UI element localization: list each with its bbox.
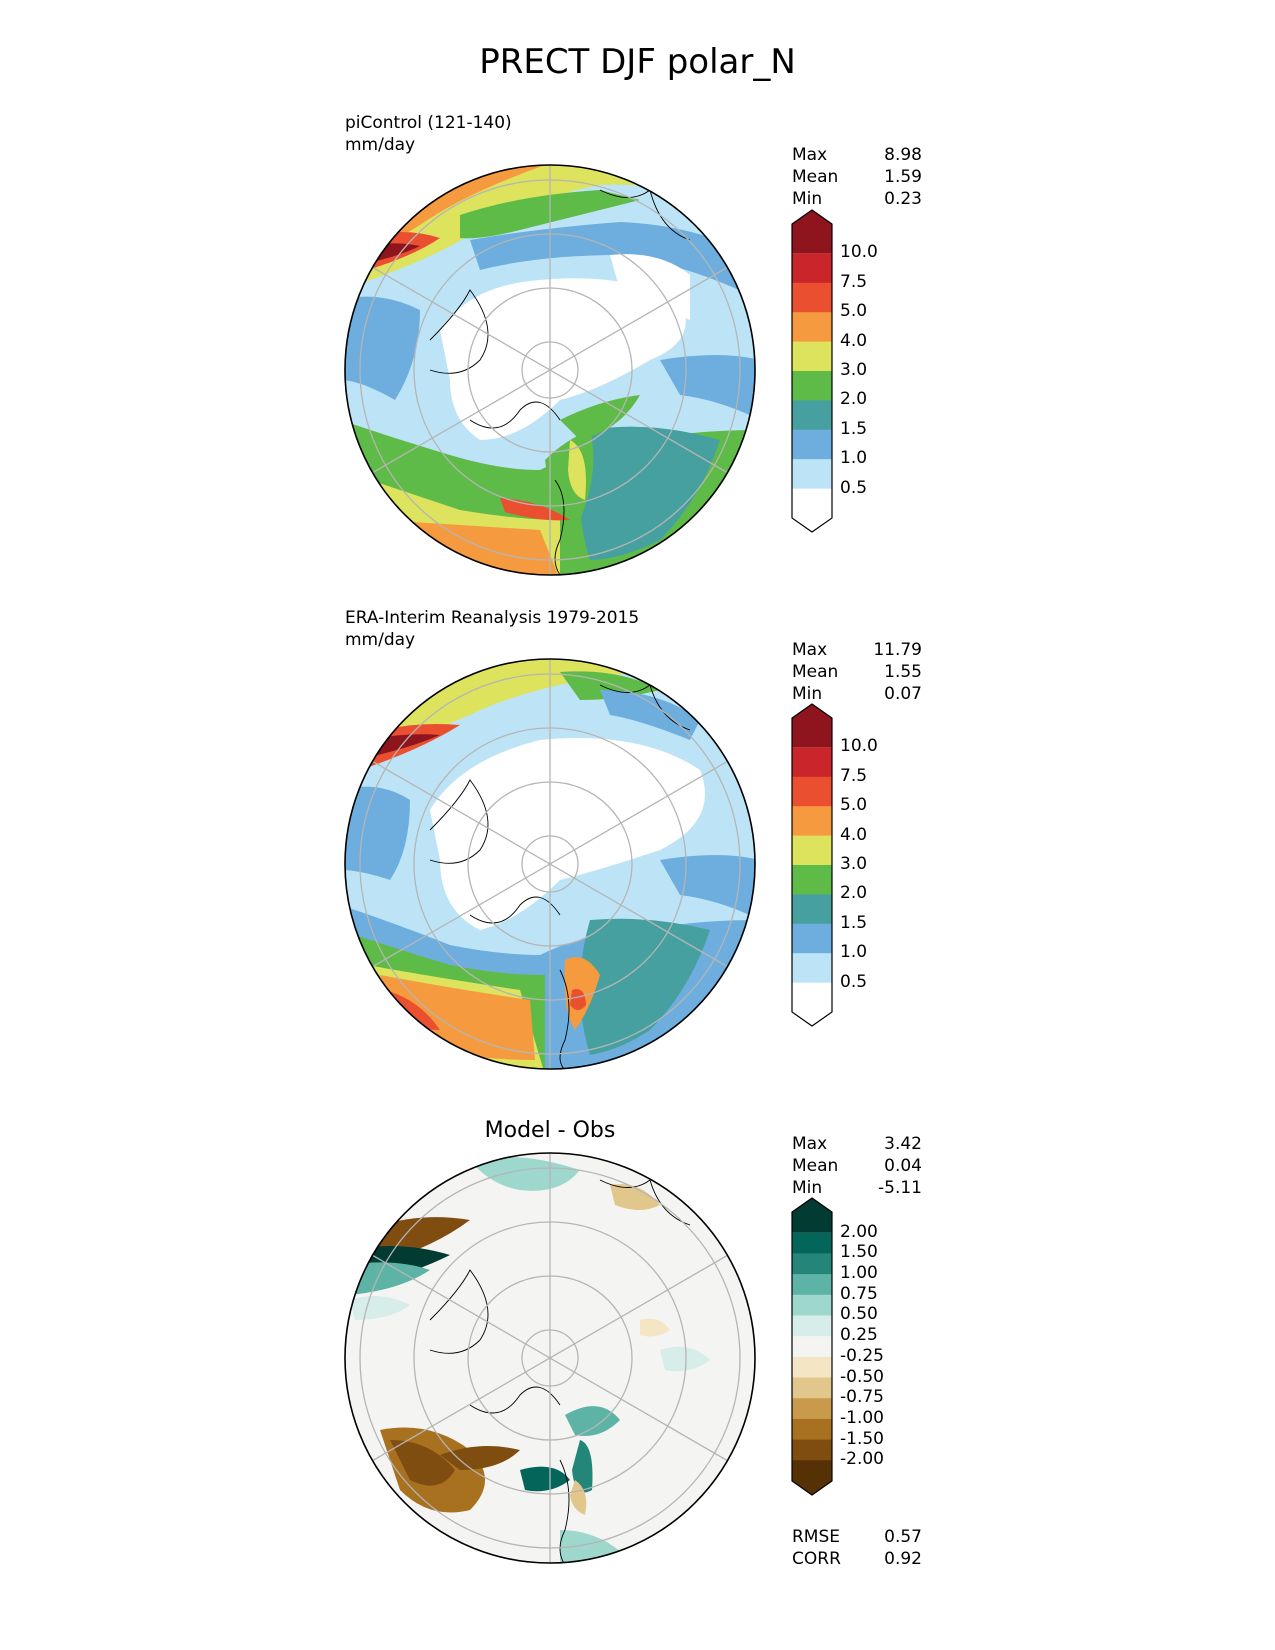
colorbar3-tick-label: -0.25	[840, 1345, 884, 1366]
colorbar3-tick-label: 0.25	[840, 1325, 878, 1346]
colorbar1-segment	[792, 312, 832, 343]
colorbar2-tick-label: 0.5	[840, 971, 868, 992]
panel2-min: 0.07	[884, 684, 922, 704]
colorbar3-tick-label: 1.50	[840, 1242, 878, 1263]
colorbar3-segment	[792, 1198, 832, 1233]
colorbar2-outline	[791, 703, 833, 1027]
colorbar3-tick-label: -1.50	[840, 1428, 884, 1449]
colorbar3-segment	[792, 1418, 832, 1441]
colorbar2-segment	[792, 923, 832, 954]
colorbar3-segment	[792, 1315, 832, 1337]
colorbar1-outline	[791, 209, 833, 533]
colorbar3-tick-label: 0.50	[840, 1304, 878, 1325]
colorbar1-segment	[792, 371, 832, 401]
map-picontrol-boundary	[344, 164, 756, 576]
rmse-value: 0.57	[884, 1527, 922, 1547]
colorbar3-tick-label: -0.50	[840, 1366, 884, 1387]
colorbar1-tick-label: 5.0	[840, 301, 868, 322]
colorbar3-segment	[792, 1232, 832, 1254]
panel3-metrics: RMSE 0.57 CORR 0.92	[792, 1527, 922, 1569]
colorbar3-tick-label: -2.00	[840, 1449, 884, 1470]
colorbar1-segment	[792, 429, 832, 460]
panel2-stats: Max 11.79 Mean 1.55 Min 0.07	[792, 640, 922, 704]
panel1-mean: 1.59	[884, 167, 922, 187]
panel2-max: 11.79	[873, 640, 922, 660]
colorbar2-tick-label: 1.5	[840, 912, 868, 933]
panel1-units: mm/day	[345, 135, 416, 155]
colorbar3-segment	[792, 1377, 832, 1399]
panel1-title: piControl (121-140) mm/day	[345, 112, 512, 156]
panel3-stats: Max 3.42 Mean 0.04 Min -5.11	[792, 1134, 922, 1198]
colorbar2-segment	[792, 894, 832, 925]
colorbar3-tick-label: 0.75	[840, 1283, 878, 1304]
colorbar3-segment	[792, 1460, 832, 1495]
colorbar1-tick-label: 10.0	[840, 242, 878, 263]
panel1-min: 0.23	[884, 189, 922, 209]
panel1-max: 8.98	[884, 145, 922, 165]
colorbar1-segment	[792, 341, 832, 372]
colorbar2-tick-label: 1.0	[840, 942, 868, 963]
panel2-label: ERA-Interim Reanalysis 1979-2015	[345, 608, 640, 628]
colorbar2-tick-label: 3.0	[840, 854, 868, 874]
colorbar3-segment	[792, 1356, 832, 1379]
colorbar2-segment	[792, 835, 832, 866]
panel3-min: -5.11	[878, 1178, 922, 1198]
panel2-title: ERA-Interim Reanalysis 1979-2015 mm/day	[345, 607, 639, 651]
panel3-max: 3.42	[884, 1134, 922, 1154]
colorbar3-tick-label: 2.00	[840, 1221, 878, 1242]
colorbar1-tick-label: 0.5	[840, 477, 868, 498]
colorbar2-segment	[792, 953, 832, 984]
colorbar2-segment	[792, 704, 832, 748]
colorbar2-tick-label: 5.0	[840, 795, 868, 816]
colorbar3-outline	[791, 1197, 833, 1496]
colorbar1-tick-label: 2.0	[840, 389, 868, 410]
colorbar2-segment	[792, 806, 832, 837]
colorbars	[791, 209, 833, 1496]
map-picontrol-grid	[359, 165, 741, 575]
colorbar1-tick-label: 1.5	[840, 418, 868, 439]
diff-panel-title: Model - Obs	[484, 1118, 616, 1143]
colorbar3-segment	[792, 1274, 832, 1296]
colorbar2-tick-label: 10.0	[840, 736, 878, 757]
colorbar1-tick-label: 1.0	[840, 448, 868, 469]
panel1-stats: Max 8.98 Mean 1.59 Min 0.23	[792, 145, 922, 209]
colorbar2-tick-label: 7.5	[840, 765, 868, 786]
colorbar3-segment	[792, 1336, 832, 1358]
panel2-mean: 1.55	[884, 662, 922, 682]
colorbar2-tick-label: 2.0	[840, 883, 868, 904]
colorbar1-segment	[792, 459, 832, 490]
colorbar1-tick-label: 3.0	[840, 360, 868, 380]
colorbar3-tick-label: -1.00	[840, 1407, 884, 1428]
map-era-interim-grid	[359, 659, 741, 1069]
colorbar1-segment	[792, 400, 832, 431]
colorbar3-segment	[792, 1294, 832, 1316]
figure-title: PRECT DJF polar_N	[479, 42, 796, 82]
colorbar1-tick-label: 4.0	[840, 330, 868, 351]
colorbar3-segment	[792, 1439, 832, 1461]
colorbar1-tick-label: 7.5	[840, 271, 868, 292]
corr-value: 0.92	[884, 1549, 922, 1569]
colorbar1-segment	[792, 253, 832, 284]
colorbar2-segment	[792, 776, 832, 807]
panel3-mean: 0.04	[884, 1156, 922, 1176]
panel2-units: mm/day	[345, 630, 416, 650]
colorbar1-segment	[792, 210, 832, 254]
colorbar3-segment	[792, 1253, 832, 1275]
map-era-interim-boundary	[344, 658, 756, 1070]
map-model-minus-obs-boundary	[344, 1152, 756, 1564]
colorbar2-segment	[792, 865, 832, 895]
colorbar3-segment	[792, 1398, 832, 1420]
colorbar3-tick-label: 1.00	[840, 1263, 878, 1284]
colorbar2-segment	[792, 982, 832, 1026]
colorbar3-tick-label: -0.75	[840, 1387, 884, 1408]
colorbar1-segment	[792, 488, 832, 532]
colorbar2-segment	[792, 747, 832, 778]
colorbar2-tick-label: 4.0	[840, 824, 868, 845]
colorbar1-segment	[792, 282, 832, 313]
map-model-minus-obs-grid	[359, 1153, 741, 1563]
panel1-label: piControl (121-140)	[345, 113, 512, 133]
